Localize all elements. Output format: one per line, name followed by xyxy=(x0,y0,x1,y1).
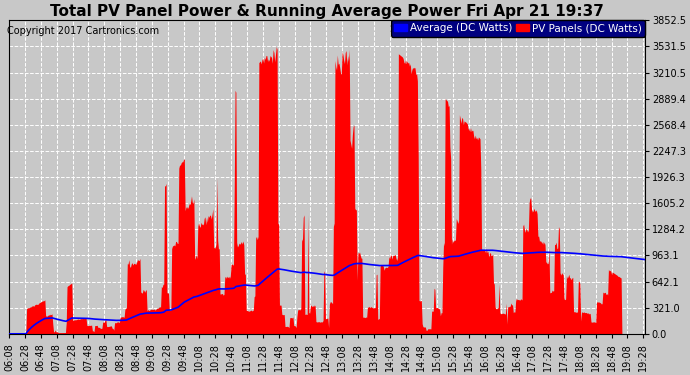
Text: Copyright 2017 Cartronics.com: Copyright 2017 Cartronics.com xyxy=(7,26,159,36)
Title: Total PV Panel Power & Running Average Power Fri Apr 21 19:37: Total PV Panel Power & Running Average P… xyxy=(50,4,604,19)
Legend: Average (DC Watts), PV Panels (DC Watts): Average (DC Watts), PV Panels (DC Watts) xyxy=(391,20,645,37)
